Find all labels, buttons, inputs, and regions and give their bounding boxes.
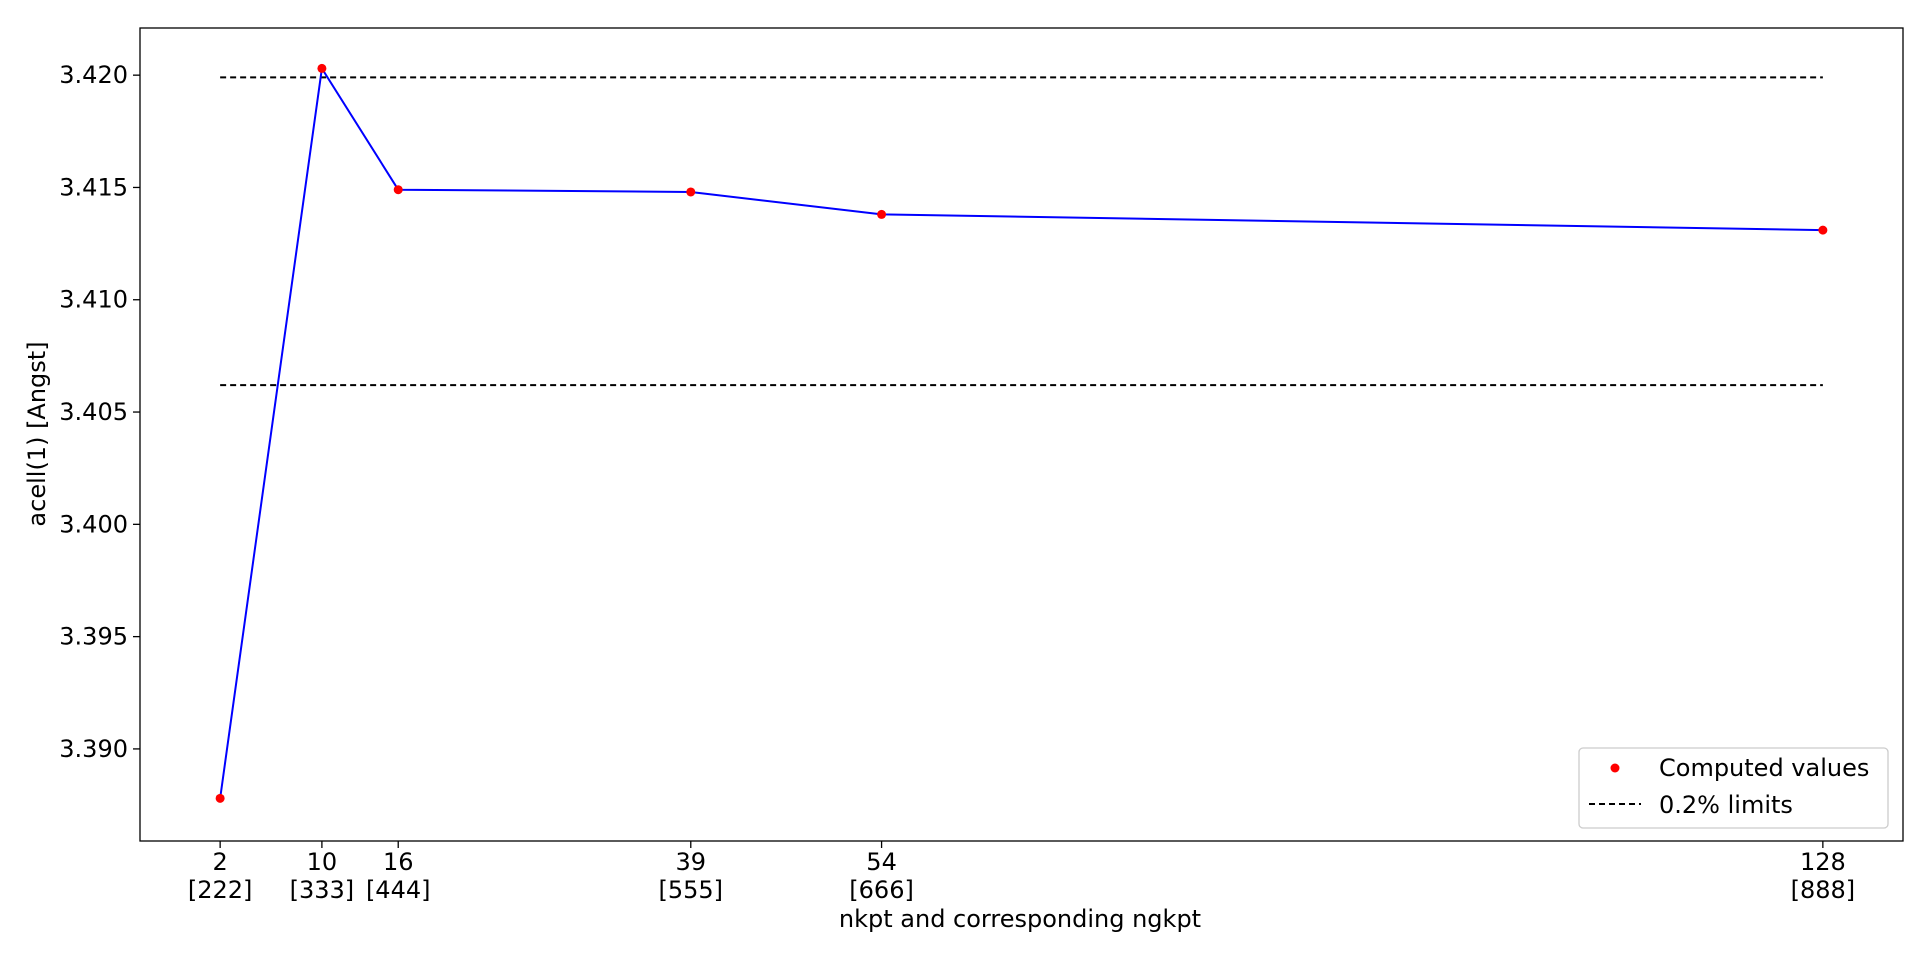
x-tick-label: 54: [866, 848, 897, 876]
data-point: [1818, 225, 1828, 235]
legend: Computed values 0.2% limits: [1578, 747, 1889, 829]
x-axis-label: nkpt and corresponding ngkpt: [839, 905, 1201, 933]
legend-marker-computed: [1610, 763, 1620, 773]
y-tick-label: 3.400: [59, 510, 128, 538]
y-tick-label: 3.390: [59, 735, 128, 763]
x-tick-sublabel: [222]: [188, 876, 253, 904]
x-tick-sublabel: [555]: [659, 876, 724, 904]
x-tick-label: 39: [676, 848, 707, 876]
x-tick-label: 2: [212, 848, 227, 876]
data-point: [877, 209, 887, 219]
legend-label-computed: Computed values: [1659, 754, 1869, 782]
x-tick-sublabel: [888]: [1791, 876, 1856, 904]
series-line: [219, 65, 1823, 799]
data-point: [393, 185, 403, 195]
limit-lines: [220, 76, 1823, 387]
series-layer: [215, 63, 1828, 803]
data-point: [686, 187, 696, 197]
plot-area: [139, 27, 1904, 842]
x-tick-sublabel: [444]: [366, 876, 431, 904]
x-axis-ticks: 2[222] 10[333] 16[444] 39[555] 54[666] 128[88…: [188, 841, 1855, 904]
legend-label-limits: 0.2% limits: [1659, 791, 1793, 819]
x-tick-label: 10: [307, 848, 338, 876]
y-axis-label: acell(1) [Angst]: [23, 341, 51, 526]
x-tick-sublabel: [333]: [290, 876, 355, 904]
x-tick-label: 128: [1800, 848, 1846, 876]
y-tick-label: 3.395: [59, 623, 128, 651]
data-point: [317, 63, 327, 73]
y-tick-label: 3.415: [59, 173, 128, 201]
y-axis-ticks: 3.390 3.395 3.400 3.405 3.410 3.415 3.420: [59, 61, 140, 763]
x-tick-sublabel: [666]: [849, 876, 914, 904]
y-tick-label: 3.410: [59, 286, 128, 314]
data-point: [215, 793, 225, 803]
legend-box: [1578, 747, 1889, 829]
x-tick-label: 16: [383, 848, 414, 876]
y-tick-label: 3.420: [59, 61, 128, 89]
y-tick-label: 3.405: [59, 398, 128, 426]
